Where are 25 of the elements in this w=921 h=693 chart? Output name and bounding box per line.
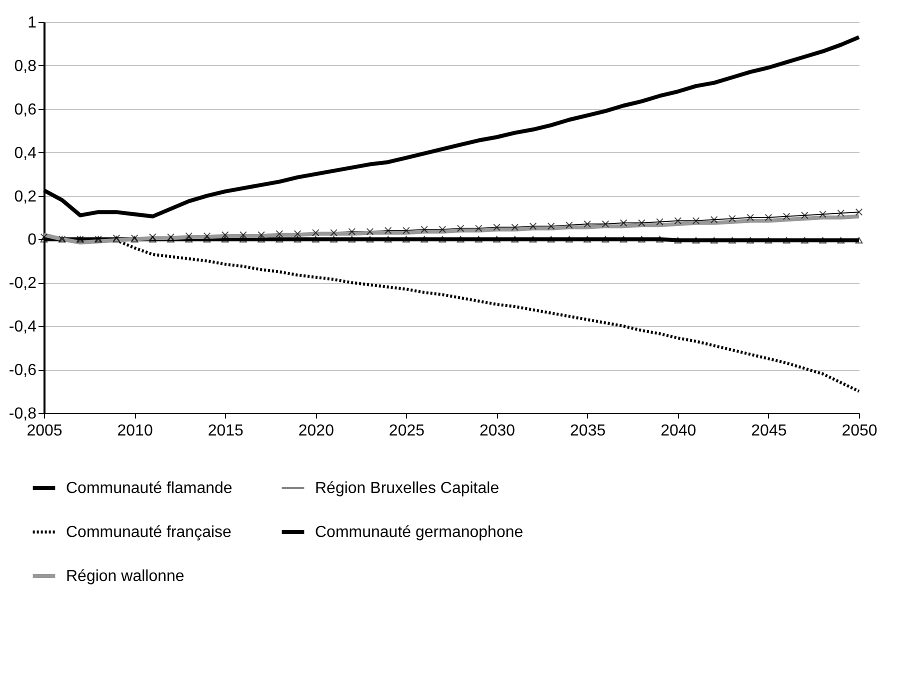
y-tick-label: -0,8	[8, 406, 37, 422]
y-tick-label: -0,6	[8, 362, 37, 380]
y-tick-label: 0,8	[14, 58, 37, 75]
x-tick-label: 2020	[298, 422, 334, 440]
x-tick-label: 2035	[570, 422, 606, 440]
legend-label: Communauté française	[66, 524, 232, 541]
y-tick-label: 0,6	[14, 101, 37, 118]
y-tick-label: -0,4	[8, 318, 37, 336]
x-tick-label: 2010	[117, 422, 153, 440]
y-tick-label: 0,2	[14, 188, 37, 206]
y-tick-label: 0	[28, 232, 37, 249]
legend-label: Communauté germanophone	[315, 524, 524, 541]
y-tick-label: 1	[28, 14, 37, 32]
legend-label: Communauté flamande	[66, 480, 232, 497]
x-tick-label: 2005	[26, 422, 62, 440]
x-tick-label: 2030	[479, 422, 516, 440]
legend-label: Région wallonne	[66, 568, 184, 585]
y-tick-label: 0,4	[14, 144, 37, 162]
y-tick-label: -0,2	[8, 275, 37, 292]
x-tick-label: 2045	[751, 422, 787, 440]
x-tick-label: 2015	[208, 422, 244, 440]
x-tick-label: 2040	[660, 422, 696, 440]
x-tick-label: 2050	[842, 422, 878, 440]
legend-label: Région Bruxelles Capitale	[315, 480, 500, 497]
x-tick-label: 2025	[388, 422, 425, 440]
